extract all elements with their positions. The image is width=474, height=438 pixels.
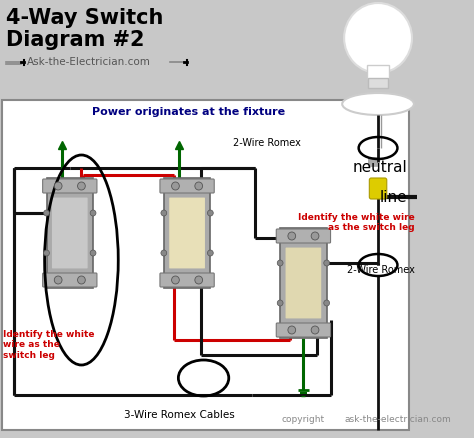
Circle shape [344, 3, 412, 73]
Circle shape [277, 260, 283, 266]
Circle shape [161, 250, 167, 256]
FancyBboxPatch shape [46, 178, 93, 288]
FancyBboxPatch shape [160, 273, 214, 287]
FancyBboxPatch shape [369, 178, 387, 199]
Circle shape [55, 182, 62, 190]
Text: Identify the white wire
as the switch leg: Identify the white wire as the switch le… [298, 213, 415, 233]
Circle shape [78, 182, 85, 190]
Circle shape [55, 276, 62, 284]
Text: 3-Wire Romex Cables: 3-Wire Romex Cables [124, 410, 235, 420]
FancyBboxPatch shape [43, 179, 97, 193]
FancyBboxPatch shape [169, 197, 206, 269]
FancyBboxPatch shape [280, 228, 327, 338]
Circle shape [90, 250, 96, 256]
Text: Diagram #2: Diagram #2 [6, 30, 144, 50]
Circle shape [277, 300, 283, 306]
Text: Power originates at the fixture: Power originates at the fixture [92, 107, 286, 117]
Circle shape [161, 210, 167, 216]
FancyBboxPatch shape [160, 179, 214, 193]
Text: line: line [380, 191, 407, 205]
Text: ask-the-electrician.com: ask-the-electrician.com [344, 415, 451, 424]
Circle shape [90, 210, 96, 216]
Circle shape [195, 182, 202, 190]
Circle shape [288, 326, 296, 334]
Circle shape [208, 250, 213, 256]
Circle shape [311, 232, 319, 240]
Text: 2-Wire Romex: 2-Wire Romex [233, 138, 301, 148]
Circle shape [311, 326, 319, 334]
FancyBboxPatch shape [2, 100, 409, 430]
Circle shape [172, 276, 179, 284]
FancyBboxPatch shape [368, 78, 388, 88]
FancyBboxPatch shape [285, 247, 322, 319]
FancyBboxPatch shape [276, 229, 330, 243]
Text: 2-Wire Romex: 2-Wire Romex [347, 265, 415, 275]
FancyBboxPatch shape [43, 273, 97, 287]
Circle shape [195, 276, 202, 284]
FancyBboxPatch shape [276, 323, 330, 337]
Text: Identify the white
wire as the
switch leg: Identify the white wire as the switch le… [3, 330, 94, 360]
Circle shape [172, 182, 179, 190]
Text: neutral: neutral [352, 160, 407, 176]
FancyBboxPatch shape [51, 197, 88, 269]
Text: 4-Way Switch: 4-Way Switch [6, 8, 163, 28]
Circle shape [44, 210, 49, 216]
Circle shape [324, 300, 329, 306]
Text: copyright: copyright [281, 415, 324, 424]
Ellipse shape [342, 93, 414, 115]
Circle shape [78, 276, 85, 284]
Circle shape [44, 250, 49, 256]
Circle shape [208, 210, 213, 216]
Text: Ask-the-Electrician.com: Ask-the-Electrician.com [27, 57, 151, 67]
Circle shape [288, 232, 296, 240]
FancyBboxPatch shape [367, 65, 389, 79]
FancyBboxPatch shape [164, 178, 210, 288]
Circle shape [324, 260, 329, 266]
